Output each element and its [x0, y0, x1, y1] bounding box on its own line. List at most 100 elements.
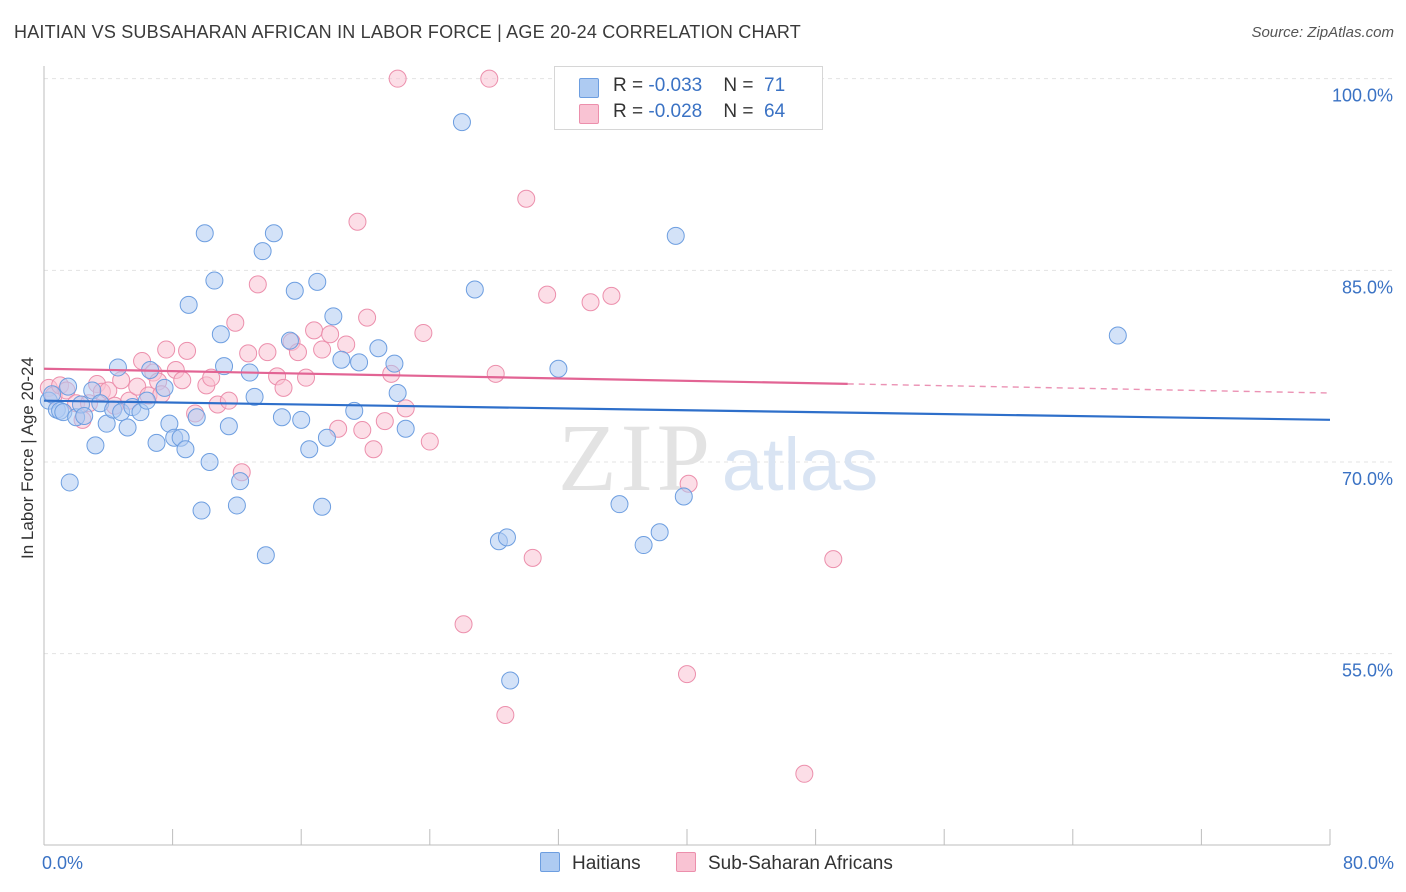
data-point-subsaharan — [274, 378, 293, 397]
data-point-subsaharan — [388, 69, 407, 88]
data-point-haitians — [253, 242, 272, 261]
trend-line-subsaharan — [43, 367, 848, 385]
watermark-atlas: atlas — [722, 423, 878, 506]
data-point-haitians — [137, 391, 156, 410]
data-point-haitians — [650, 523, 669, 542]
data-point-subsaharan — [348, 212, 367, 231]
legend-r-label: R = — [613, 101, 649, 122]
data-point-haitians — [245, 387, 264, 406]
data-point-subsaharan — [454, 615, 473, 634]
data-point-haitians — [256, 546, 275, 565]
data-point-haitians — [231, 472, 250, 491]
data-point-haitians — [211, 325, 230, 344]
data-point-subsaharan — [321, 325, 340, 344]
data-point-subsaharan — [678, 665, 696, 684]
y-tick-labels: 100.0% 85.0% 70.0% 55.0% — [1332, 86, 1393, 681]
bottom-legend-label-haitians: Haitians — [572, 853, 641, 874]
y-axis-label: In Labor Force | Age 20-24 — [18, 357, 37, 559]
legend-n-value: 71 — [764, 75, 786, 96]
data-point-subsaharan — [581, 293, 600, 312]
data-point-haitians — [452, 113, 471, 132]
data-point-subsaharan — [157, 340, 176, 359]
data-point-haitians — [86, 436, 105, 455]
y-tick-label: 55.0% — [1342, 661, 1393, 681]
data-point-subsaharan — [258, 343, 277, 362]
data-point-haitians — [179, 295, 198, 314]
data-point-subsaharan — [313, 340, 332, 359]
legend-n-label: N = — [723, 101, 759, 122]
data-point-haitians — [369, 339, 388, 358]
data-point-haitians — [176, 440, 195, 459]
data-point-subsaharan — [219, 391, 238, 410]
data-point-haitians — [345, 401, 364, 420]
data-point-haitians — [317, 428, 336, 447]
data-point-haitians — [634, 536, 653, 555]
data-point-haitians — [75, 406, 94, 425]
data-point-subsaharan — [239, 344, 258, 363]
data-point-subsaharan — [375, 412, 394, 431]
data-point-haitians — [396, 419, 415, 438]
data-point-subsaharan — [538, 285, 557, 304]
bottom-legend-haitians: Haitians — [540, 852, 641, 875]
data-point-subsaharan — [496, 706, 515, 725]
bottom-legend-swatch-subsaharan — [676, 852, 696, 872]
legend-swatch-haitians — [579, 78, 599, 98]
data-point-subsaharan — [248, 275, 267, 294]
data-point-subsaharan — [420, 432, 439, 451]
legend-n-value: 64 — [764, 101, 786, 122]
chart-title: HAITIAN VS SUBSAHARAN AFRICAN IN LABOR F… — [14, 22, 801, 42]
data-point-haitians — [280, 331, 299, 350]
data-point-subsaharan — [202, 368, 221, 387]
data-point-haitians — [118, 418, 137, 437]
data-point-haitians — [501, 671, 520, 690]
data-point-subsaharan — [178, 341, 197, 360]
data-point-haitians — [549, 359, 568, 378]
data-point-subsaharan — [358, 308, 377, 327]
data-point-haitians — [147, 433, 166, 452]
data-point-haitians — [205, 271, 224, 290]
data-point-haitians — [200, 453, 219, 471]
data-point-haitians — [108, 358, 127, 377]
data-point-haitians — [666, 226, 685, 245]
data-point-subsaharan — [353, 421, 372, 440]
bottom-legend-swatch-haitians — [540, 852, 560, 872]
data-point-subsaharan — [414, 323, 433, 342]
data-point-subsaharan — [337, 335, 356, 354]
data-point-haitians — [1108, 326, 1127, 345]
data-point-subsaharan — [396, 399, 415, 418]
data-point-haitians — [285, 281, 304, 300]
data-point-subsaharan — [517, 189, 536, 208]
correlation-legend: R = -0.033 N = 71 R = -0.028 N = 64 — [554, 66, 823, 130]
y-tick-label: 85.0% — [1342, 277, 1393, 297]
y-tick-label: 70.0% — [1342, 469, 1393, 489]
data-point-haitians — [674, 487, 693, 506]
legend-n-label: N = — [723, 75, 759, 96]
legend-swatch-subsaharan — [579, 104, 599, 124]
data-point-haitians — [388, 383, 407, 402]
trend-line-subsaharan-extension — [847, 383, 1331, 394]
bottom-legend-subsaharan: Sub-Saharan Africans — [676, 852, 893, 875]
data-point-haitians — [187, 408, 206, 427]
data-point-haitians — [610, 495, 629, 514]
data-point-subsaharan — [305, 321, 324, 340]
data-point-haitians — [385, 354, 404, 373]
data-point-subsaharan — [480, 69, 499, 88]
data-point-haitians — [308, 272, 327, 291]
data-point-subsaharan — [824, 550, 843, 569]
data-point-haitians — [192, 501, 211, 520]
data-point-haitians — [465, 280, 484, 299]
data-point-haitians — [350, 353, 369, 372]
data-point-subsaharan — [173, 371, 192, 390]
data-point-haitians — [83, 381, 102, 400]
data-point-haitians — [227, 496, 246, 515]
y-tick-label: 100.0% — [1332, 86, 1393, 106]
data-point-haitians — [497, 528, 516, 547]
x-axis-max-label: 80.0% — [1342, 853, 1394, 873]
data-point-subsaharan — [602, 286, 621, 305]
watermark: ZIP atlas — [558, 404, 878, 511]
data-point-haitians — [60, 473, 79, 492]
legend-r-value: -0.033 — [648, 75, 703, 96]
data-point-subsaharan — [523, 548, 542, 567]
data-point-subsaharan — [364, 440, 383, 459]
